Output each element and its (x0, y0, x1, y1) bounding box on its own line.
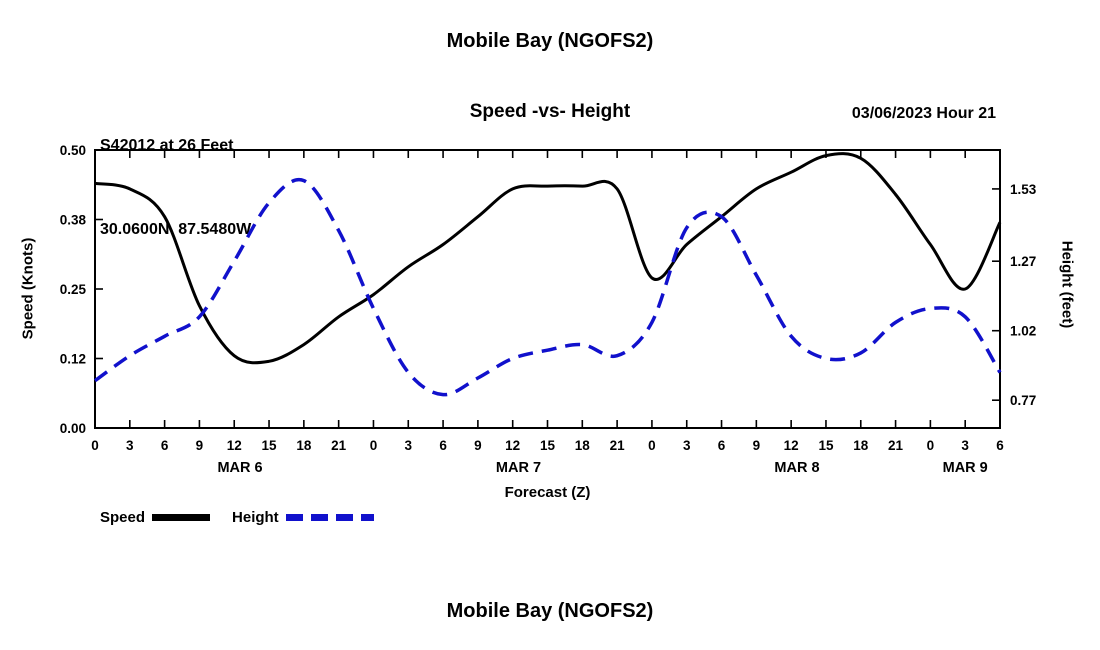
speed-line (94, 152, 1002, 365)
height-line (93, 177, 1002, 397)
x-tick-label: 9 (753, 438, 761, 453)
plot-frame (94, 149, 1001, 429)
left-tick-label: 0.00 (60, 421, 86, 436)
x-tick-label: 6 (439, 438, 447, 453)
right-tick-label: 1.02 (1010, 324, 1036, 339)
right-tick-label: 0.77 (1010, 393, 1036, 408)
legend-speed-label: Speed (100, 509, 146, 526)
legend-height-swatch (285, 514, 374, 521)
x-tick-label: 0 (370, 438, 378, 453)
x-tick-label: 0 (648, 438, 656, 453)
station-coordinates: 30.0600N 87.5480W (100, 221, 252, 238)
chart-subtitle: Speed -vs- Height (469, 101, 631, 122)
x-tick-label: 15 (262, 438, 278, 453)
x-tick-label: 6 (161, 438, 169, 453)
left-tick-label: 0.38 (60, 213, 87, 228)
x-tick-label: 0 (927, 438, 935, 453)
x-tick-label: 9 (196, 438, 204, 453)
day-label: MAR 9 (943, 460, 988, 476)
day-label: MAR 7 (496, 460, 541, 476)
x-tick-label: 21 (331, 438, 347, 453)
footer-title: Mobile Bay (NGOFS2) (446, 600, 654, 622)
x-tick-label: 21 (610, 438, 626, 453)
day-label: MAR 6 (217, 460, 262, 476)
chart-legend: Speed Height (100, 509, 374, 526)
x-tick-label: 18 (575, 438, 591, 453)
x-tick-label: 9 (474, 438, 482, 453)
x-tick-label: 15 (540, 438, 556, 453)
x-tick-label: 3 (405, 438, 413, 453)
day-label: MAR 8 (774, 460, 819, 476)
forecast-datetime: 03/06/2023 Hour 21 (851, 105, 996, 122)
x-tick-label: 15 (818, 438, 834, 453)
x-tick-label: 18 (296, 438, 312, 453)
x-tick-label: 6 (718, 438, 726, 453)
legend-height-label: Height (232, 509, 279, 526)
left-tick-label: 0.12 (60, 352, 86, 367)
right-tick-label: 1.27 (1010, 254, 1036, 269)
x-tick-label: 0 (91, 438, 99, 453)
x-tick-label: 21 (888, 438, 904, 453)
x-tick-label: 3 (961, 438, 969, 453)
x-tick-label: 6 (996, 438, 1004, 453)
x-tick-label: 3 (126, 438, 134, 453)
x-tick-label: 3 (683, 438, 691, 453)
legend-speed-swatch (152, 514, 211, 521)
right-tick-label: 1.53 (1010, 182, 1037, 197)
x-tick-label: 12 (227, 438, 242, 453)
left-tick-label: 0.25 (60, 282, 87, 297)
x-tick-label: 18 (853, 438, 869, 453)
x-tick-label: 12 (784, 438, 799, 453)
page-title: Mobile Bay (NGOFS2) (446, 30, 654, 52)
x-axis-title: Forecast (Z) (504, 484, 591, 501)
x-tick-label: 12 (505, 438, 520, 453)
left-tick-label: 0.50 (60, 143, 86, 158)
